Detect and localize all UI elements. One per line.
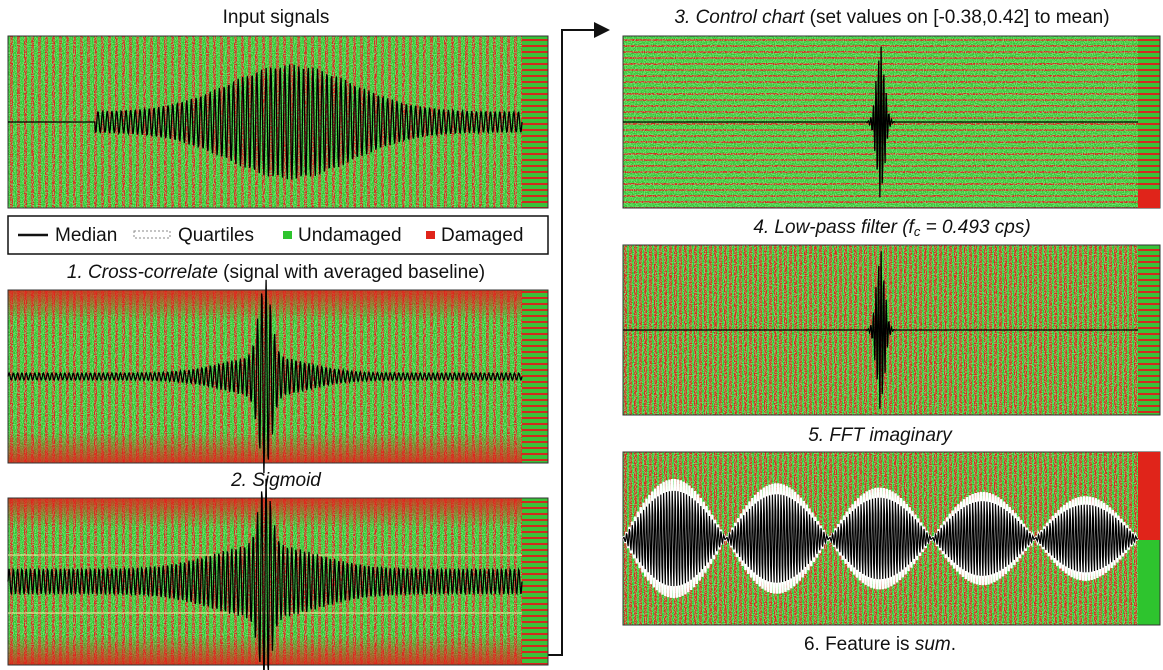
- damaged-block: [1138, 190, 1160, 208]
- step-number: 2.: [230, 470, 247, 491]
- figure: Input signals 1. Cross-correlate (signal…: [0, 0, 1163, 670]
- caption-prefix: 6. Feature is: [804, 634, 910, 655]
- caption-suffix: .: [951, 634, 956, 655]
- label-strip: [522, 36, 548, 208]
- label-strip: [522, 498, 548, 665]
- panel-title: 1. Cross-correlate (signal with averaged…: [67, 262, 485, 283]
- legend-damaged-key: [426, 231, 435, 239]
- step-name: 4. Low-pass filter (f: [753, 217, 915, 238]
- step-name: Sigmoid: [252, 470, 322, 491]
- step-note: (set values on [-0.38,0.42] to mean): [810, 7, 1110, 28]
- label-strip: [1138, 245, 1160, 415]
- panel-title: 2. Sigmoid: [230, 470, 322, 491]
- panel-title: 3. Control chart (set values on [-0.38,0…: [674, 7, 1109, 28]
- panel-title: 4. Low-pass filter (fc = 0.493 cps): [753, 217, 1030, 239]
- step-note: (signal with averaged baseline): [223, 262, 485, 283]
- legend-quartiles-key: [134, 231, 170, 238]
- legend-label: Median: [55, 225, 117, 246]
- legend-label: Quartiles: [178, 225, 254, 246]
- label-strip: [522, 290, 548, 463]
- label-strip: [1138, 36, 1160, 208]
- legend-label: Damaged: [441, 225, 523, 246]
- damaged-block: [1138, 452, 1160, 540]
- legend-undamaged-key: [283, 231, 292, 239]
- legend-label: Undamaged: [298, 225, 402, 246]
- caption-name: sum: [915, 634, 951, 655]
- step-name: Cross-correlate: [88, 262, 218, 283]
- panel-title: 5. FFT imaginary: [808, 425, 953, 446]
- step-number: 3.: [674, 7, 690, 28]
- step-name: Control chart: [696, 7, 805, 28]
- panel-title: Input signals: [223, 7, 330, 28]
- flow-arrow: [540, 30, 606, 655]
- panel-title: 6. Feature is sum.: [804, 634, 956, 655]
- step-number: 1.: [67, 262, 83, 283]
- step-rest: = 0.493 cps): [920, 217, 1030, 238]
